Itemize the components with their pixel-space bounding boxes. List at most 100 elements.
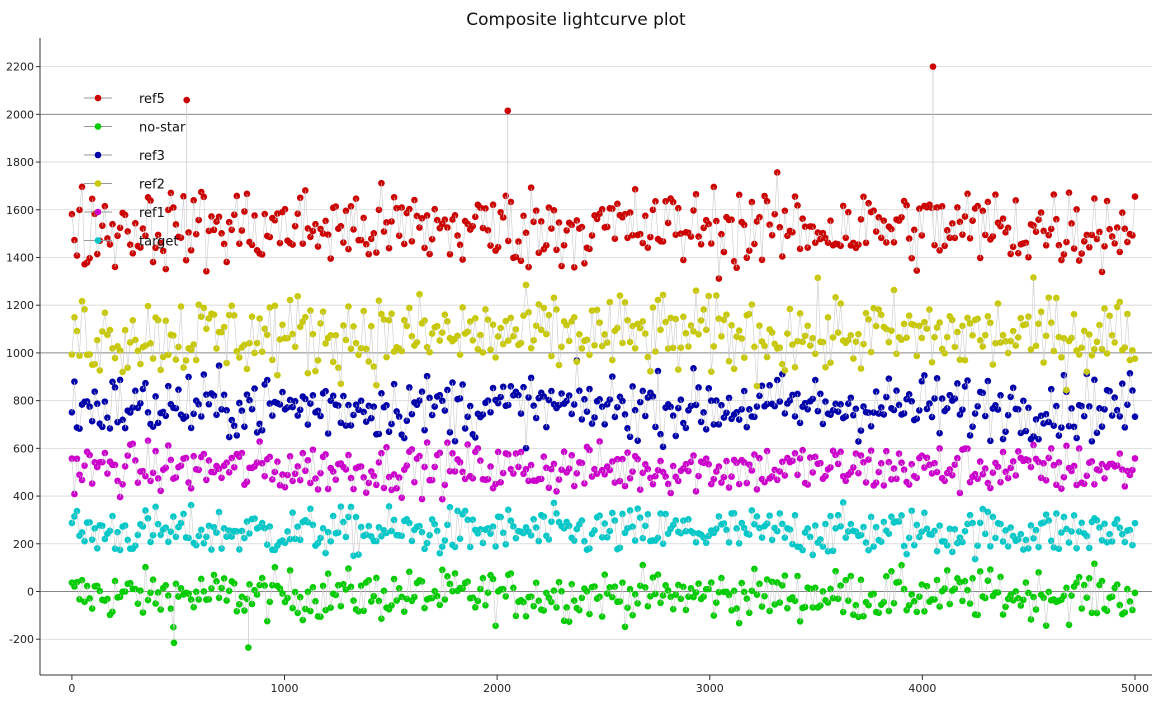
connector (356, 199, 359, 240)
connector (790, 309, 793, 345)
data-point (416, 397, 423, 404)
data-point (695, 331, 702, 338)
connector (447, 227, 450, 254)
connector (711, 187, 714, 244)
connector (732, 220, 735, 262)
connector (645, 334, 648, 357)
data-point (1124, 586, 1131, 593)
connector (1074, 314, 1077, 350)
connector (912, 230, 915, 258)
connector (351, 507, 354, 556)
connector (90, 199, 93, 258)
connector (648, 514, 651, 541)
connector (663, 201, 666, 241)
data-point (1056, 545, 1063, 552)
data-point (1101, 475, 1108, 482)
data-point (1104, 608, 1111, 615)
connector (889, 379, 892, 409)
connector (1087, 374, 1090, 406)
data-point (1099, 423, 1106, 430)
connector (1028, 224, 1031, 257)
connector (658, 300, 661, 330)
data-point (495, 400, 502, 407)
connector (820, 394, 823, 424)
data-point (297, 406, 304, 413)
data-point (89, 195, 96, 202)
connector (1077, 405, 1080, 438)
connector (577, 360, 580, 390)
connector (506, 510, 509, 545)
connector (422, 467, 425, 499)
connector (572, 225, 575, 267)
connector (569, 584, 572, 621)
data-point (1122, 483, 1129, 490)
connector (922, 206, 925, 236)
data-point (1094, 338, 1101, 345)
connector (798, 394, 801, 423)
connector (762, 196, 765, 260)
connector (508, 202, 511, 241)
connector (716, 221, 719, 279)
connector (942, 206, 945, 245)
connector (985, 202, 988, 235)
data-point (845, 400, 852, 407)
connector (655, 201, 658, 239)
connector (683, 232, 686, 260)
connector (270, 457, 273, 480)
connector (752, 202, 755, 244)
connector (620, 514, 623, 548)
connector (529, 312, 532, 348)
data-point (269, 476, 276, 483)
connector (622, 583, 625, 627)
connector (409, 308, 412, 336)
connector (341, 584, 344, 606)
connector (851, 576, 854, 615)
connector (496, 452, 499, 484)
series-ref5 (69, 63, 1139, 281)
connector (864, 313, 867, 344)
connector (1084, 374, 1087, 416)
connector (1051, 195, 1054, 229)
connector (381, 591, 384, 619)
connector (186, 458, 189, 483)
connector (445, 576, 448, 599)
connector (706, 296, 709, 330)
data-point (317, 320, 324, 327)
connector (612, 377, 615, 417)
connector (252, 317, 255, 353)
connector (995, 304, 998, 344)
connector (531, 188, 534, 222)
connector (521, 316, 524, 343)
connector (310, 311, 313, 335)
data-point (173, 405, 180, 412)
data-point (1109, 412, 1116, 419)
connector (551, 298, 554, 356)
data-point (627, 339, 634, 346)
connector (643, 565, 646, 587)
connector (803, 450, 806, 483)
connector (145, 441, 148, 476)
connector (557, 582, 560, 607)
data-point (601, 471, 608, 478)
connector (361, 218, 364, 240)
connector (1061, 375, 1064, 427)
connector (463, 221, 466, 259)
connector (290, 513, 293, 540)
connector (148, 518, 151, 542)
connector (1066, 341, 1069, 390)
connector (671, 466, 674, 493)
connector (737, 195, 740, 268)
connector (828, 221, 831, 243)
connector (341, 396, 344, 423)
connector (650, 210, 653, 237)
data-point (952, 344, 959, 351)
connector (891, 571, 894, 603)
connector (798, 205, 801, 248)
connector (780, 227, 783, 256)
connector (729, 513, 732, 542)
connector (351, 326, 354, 348)
connector (1069, 596, 1072, 625)
connector (983, 393, 986, 416)
data-point (979, 343, 986, 350)
connector (184, 196, 187, 260)
